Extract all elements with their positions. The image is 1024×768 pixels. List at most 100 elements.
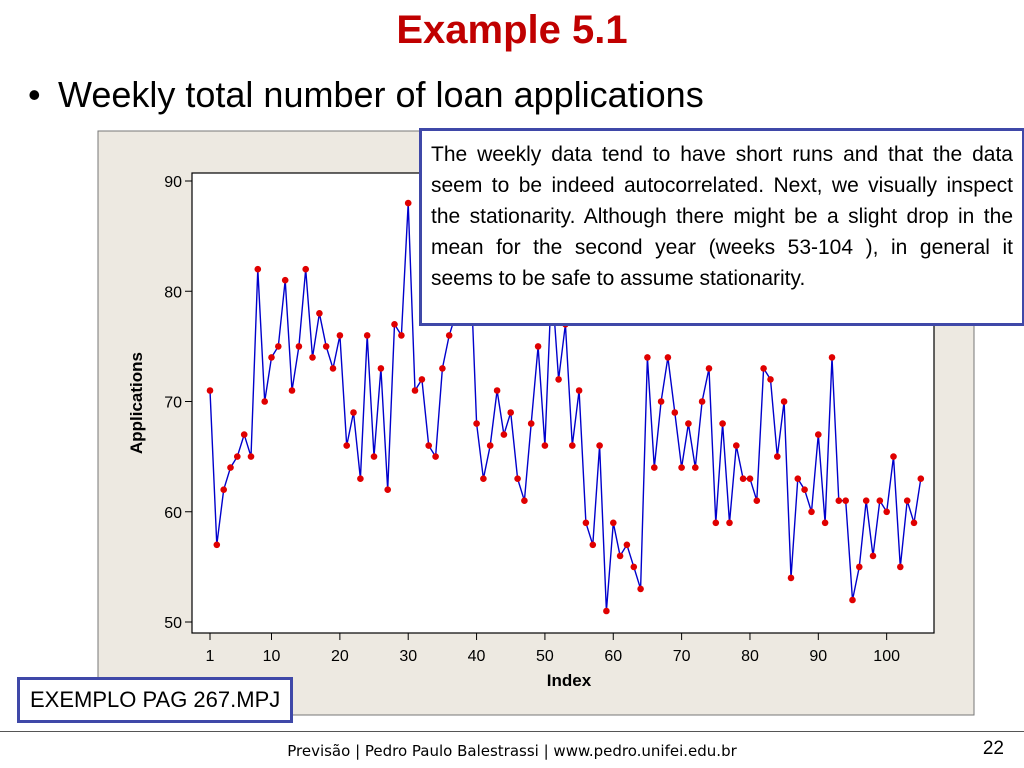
data-point <box>862 497 870 505</box>
data-point <box>692 464 699 471</box>
data-point <box>794 475 802 483</box>
data-point <box>261 398 269 405</box>
data-point <box>787 574 795 582</box>
data-point <box>514 475 521 483</box>
bullet-item: • Weekly total number of loan application… <box>28 74 704 116</box>
x-tick-label: 90 <box>809 648 827 665</box>
data-point <box>903 497 911 505</box>
data-point <box>685 420 692 427</box>
y-axis-label: Applications <box>127 352 146 454</box>
data-point <box>760 365 767 372</box>
footer-text: Previsão | Pedro Paulo Balestrassi | www… <box>287 742 737 760</box>
data-point <box>445 332 453 339</box>
data-point <box>398 332 405 339</box>
data-point <box>746 475 754 483</box>
x-tick-label: 1 <box>206 648 215 665</box>
x-tick-label: 10 <box>263 648 281 665</box>
data-point <box>616 552 624 560</box>
data-point <box>774 453 781 460</box>
data-point <box>213 541 221 549</box>
y-tick-label: 80 <box>164 284 182 301</box>
data-point <box>227 464 234 471</box>
time-series-chart: 50 60 70 80 90 1 10 20 30 40 50 60 70 80 90 100 Index App… <box>97 130 975 716</box>
data-point <box>329 365 337 372</box>
data-point <box>801 486 808 494</box>
data-point <box>637 585 644 593</box>
data-point <box>322 343 330 350</box>
data-point <box>917 475 925 483</box>
data-point <box>897 563 904 571</box>
data-point <box>767 376 774 383</box>
data-point <box>719 420 726 427</box>
data-point <box>316 310 323 317</box>
x-tick-label: 60 <box>604 648 622 665</box>
data-point <box>815 431 822 438</box>
data-point <box>623 541 631 549</box>
x-tick-label: 100 <box>873 648 900 665</box>
data-point <box>705 365 713 372</box>
data-point <box>507 409 514 416</box>
x-tick-label: 30 <box>399 648 417 665</box>
data-point <box>336 332 344 339</box>
x-tick-label: 70 <box>673 648 691 665</box>
data-point <box>849 596 856 604</box>
data-point <box>343 442 351 449</box>
data-point <box>678 464 685 471</box>
data-point <box>712 519 720 527</box>
x-tick-label: 40 <box>468 648 486 665</box>
data-point <box>234 453 241 460</box>
data-point <box>486 442 494 449</box>
data-point <box>856 563 863 571</box>
y-tick-label: 60 <box>164 505 182 522</box>
data-point <box>657 398 665 405</box>
data-point <box>630 563 638 571</box>
data-point <box>220 486 227 494</box>
data-point <box>869 552 877 560</box>
data-point <box>671 409 679 416</box>
bullet-dot: • <box>28 74 41 115</box>
data-point <box>500 431 508 438</box>
data-point <box>527 420 535 427</box>
data-point <box>309 354 316 361</box>
data-point <box>603 607 610 615</box>
callout-box: The weekly data tend to have short runs … <box>419 128 1024 326</box>
data-point <box>418 376 426 383</box>
data-point <box>268 354 275 361</box>
data-point <box>439 365 446 372</box>
data-point <box>664 354 672 361</box>
y-tick-label: 90 <box>164 174 182 191</box>
data-point <box>589 541 597 549</box>
data-point <box>910 519 918 527</box>
data-point <box>480 475 487 483</box>
y-tick-label: 50 <box>164 615 182 632</box>
data-point <box>425 442 433 449</box>
data-point <box>275 343 282 350</box>
data-point <box>541 442 549 449</box>
data-point <box>411 387 419 394</box>
y-tick-label: 70 <box>164 395 182 412</box>
slide-title: Example 5.1 <box>396 8 628 52</box>
data-point <box>350 409 357 416</box>
data-point <box>821 519 829 527</box>
data-point <box>247 453 255 460</box>
data-point <box>534 343 542 350</box>
x-axis-label: Index <box>547 671 592 690</box>
data-point <box>726 519 733 527</box>
data-point <box>753 497 761 505</box>
data-point <box>391 321 398 328</box>
bullet-text: Weekly total number of loan applications <box>58 74 704 115</box>
x-tick-label: 20 <box>331 648 349 665</box>
data-point <box>493 387 501 394</box>
data-point <box>521 497 528 505</box>
data-point <box>739 475 747 483</box>
data-point <box>582 519 590 527</box>
data-point <box>288 387 296 394</box>
data-point <box>302 265 310 273</box>
data-point <box>610 519 617 527</box>
data-point <box>698 398 706 405</box>
data-point <box>370 453 378 460</box>
x-tick-label: 80 <box>741 648 759 665</box>
data-point <box>357 475 364 483</box>
page-number: 22 <box>982 738 1004 759</box>
data-point <box>295 343 303 350</box>
